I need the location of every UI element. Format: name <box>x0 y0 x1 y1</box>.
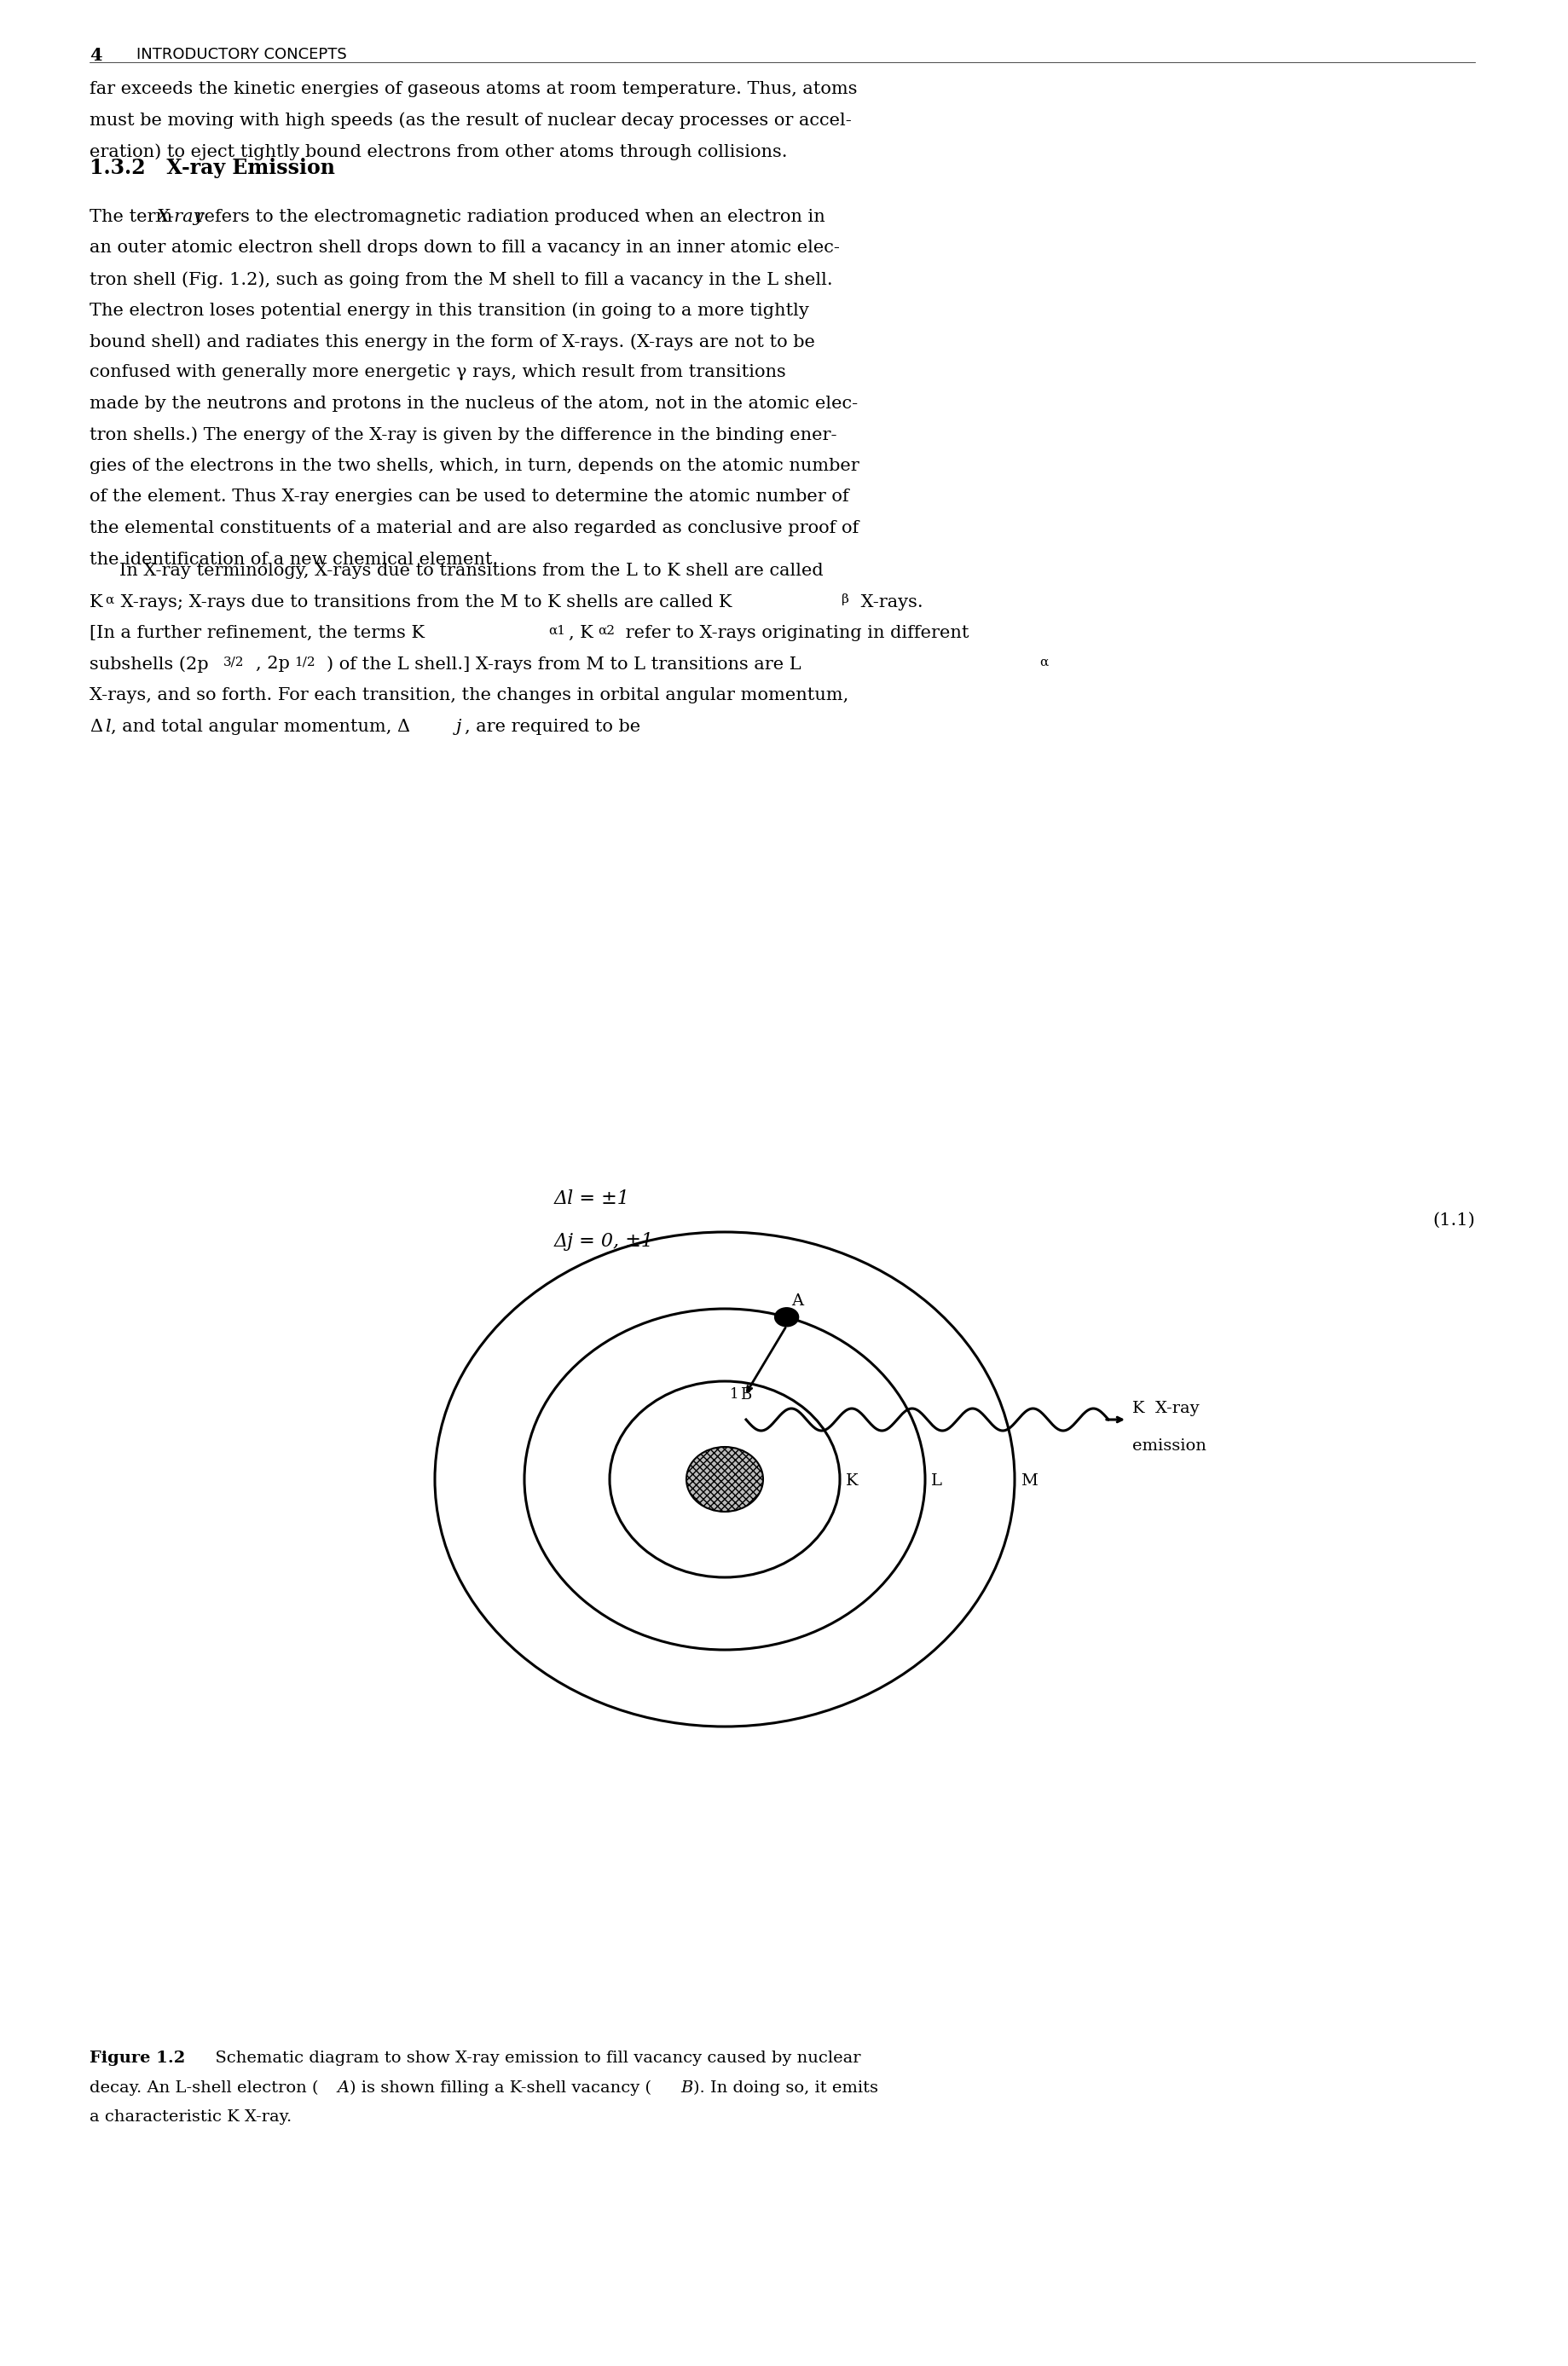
Text: eration) to eject tightly bound electrons from other atoms through collisions.: eration) to eject tightly bound electron… <box>89 144 787 161</box>
Ellipse shape <box>687 1448 764 1512</box>
Text: gies of the electrons in the two shells, which, in turn, depends on the atomic n: gies of the electrons in the two shells,… <box>89 459 859 473</box>
Text: β: β <box>842 594 850 606</box>
Text: refers to the electromagnetic radiation produced when an electron in: refers to the electromagnetic radiation … <box>190 208 825 225</box>
Text: L: L <box>931 1474 942 1488</box>
Text: made by the neutrons and protons in the nucleus of the atom, not in the atomic e: made by the neutrons and protons in the … <box>89 395 858 412</box>
Text: A: A <box>337 2080 348 2096</box>
Text: emission: emission <box>1132 1439 1206 1453</box>
Text: α: α <box>105 594 113 606</box>
Text: Δ: Δ <box>89 719 102 733</box>
Text: X-ray: X-ray <box>157 208 204 225</box>
Text: (1.1): (1.1) <box>1433 1211 1475 1228</box>
Text: 4: 4 <box>89 47 102 64</box>
Text: X-rays.: X-rays. <box>855 594 924 610</box>
Text: B: B <box>740 1386 751 1403</box>
Text: α2: α2 <box>597 625 615 636</box>
Text: bound shell) and radiates this energy in the form of X-rays. (X-rays are not to : bound shell) and radiates this energy in… <box>89 334 815 350</box>
Text: In X-ray terminology, X-rays due to transitions from the L to K shell are called: In X-ray terminology, X-rays due to tran… <box>119 563 823 580</box>
Text: α: α <box>1040 655 1047 667</box>
Text: subshells (2p: subshells (2p <box>89 655 209 672</box>
Text: tron shells.) The energy of the X-ray is given by the difference in the binding : tron shells.) The energy of the X-ray is… <box>89 426 837 442</box>
Text: 1.3.2   X-ray Emission: 1.3.2 X-ray Emission <box>89 159 336 177</box>
Text: , are required to be: , are required to be <box>464 719 640 733</box>
Text: The electron loses potential energy in this transition (in going to a more tight: The electron loses potential energy in t… <box>89 303 809 319</box>
Text: B: B <box>681 2080 693 2096</box>
Text: A: A <box>790 1294 803 1308</box>
Text: the identification of a new chemical element.: the identification of a new chemical ele… <box>89 551 499 568</box>
Text: ) of the L shell.] X-rays from M to L transitions are L: ) of the L shell.] X-rays from M to L tr… <box>326 655 801 672</box>
Text: far exceeds the kinetic energies of gaseous atoms at room temperature. Thus, ato: far exceeds the kinetic energies of gase… <box>89 80 858 97</box>
Text: Figure 1.2: Figure 1.2 <box>89 2051 185 2066</box>
Text: X-rays; X-rays due to transitions from the M to K shells are called K: X-rays; X-rays due to transitions from t… <box>114 594 732 610</box>
Text: Δl = ±1: Δl = ±1 <box>554 1190 630 1209</box>
Text: The term: The term <box>89 208 179 225</box>
Text: INTRODUCTORY CONCEPTS: INTRODUCTORY CONCEPTS <box>136 47 347 62</box>
Text: j: j <box>456 719 461 733</box>
Text: Schematic diagram to show X-ray emission to fill vacancy caused by nuclear: Schematic diagram to show X-ray emission… <box>205 2051 861 2066</box>
Text: X-rays, and so forth. For each transition, the changes in orbital angular moment: X-rays, and so forth. For each transitio… <box>89 686 848 703</box>
Text: 1/2: 1/2 <box>295 655 315 667</box>
Text: Δj = 0, ±1: Δj = 0, ±1 <box>554 1233 654 1252</box>
Text: l: l <box>105 719 110 733</box>
Text: decay. An L-shell electron (: decay. An L-shell electron ( <box>89 2080 318 2096</box>
Text: , 2p: , 2p <box>256 655 290 672</box>
Text: α1: α1 <box>549 625 566 636</box>
Text: K: K <box>845 1474 858 1488</box>
Text: the elemental constituents of a material and are also regarded as conclusive pro: the elemental constituents of a material… <box>89 521 859 537</box>
Text: M: M <box>1021 1474 1038 1488</box>
Text: tron shell (Fig. 1.2), such as going from the M shell to fill a vacancy in the L: tron shell (Fig. 1.2), such as going fro… <box>89 272 833 289</box>
Text: confused with generally more energetic γ rays, which result from transitions: confused with generally more energetic γ… <box>89 364 786 381</box>
Text: 1: 1 <box>729 1386 739 1401</box>
Text: K: K <box>89 594 103 610</box>
Text: ). In doing so, it emits: ). In doing so, it emits <box>693 2080 878 2096</box>
Text: 3/2: 3/2 <box>223 655 245 667</box>
Text: , K: , K <box>569 625 593 641</box>
Text: refer to X-rays originating in different: refer to X-rays originating in different <box>619 625 969 641</box>
Text: , and total angular momentum, Δ: , and total angular momentum, Δ <box>111 719 411 733</box>
Text: [In a further refinement, the terms K: [In a further refinement, the terms K <box>89 625 425 641</box>
Text: ) is shown filling a K-shell vacancy (: ) is shown filling a K-shell vacancy ( <box>350 2080 652 2096</box>
Text: must be moving with high speeds (as the result of nuclear decay processes or acc: must be moving with high speeds (as the … <box>89 111 851 128</box>
Text: of the element. Thus X-ray energies can be used to determine the atomic number o: of the element. Thus X-ray energies can … <box>89 490 848 506</box>
Ellipse shape <box>775 1308 798 1327</box>
Text: an outer atomic electron shell drops down to fill a vacancy in an inner atomic e: an outer atomic electron shell drops dow… <box>89 239 840 256</box>
Text: K  X-ray: K X-ray <box>1132 1401 1200 1417</box>
Text: a characteristic K X-ray.: a characteristic K X-ray. <box>89 2110 292 2125</box>
